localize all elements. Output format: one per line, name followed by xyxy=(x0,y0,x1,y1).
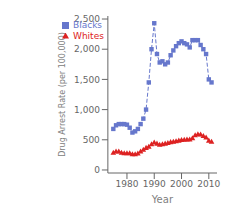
svg-text:2,500: 2,500 xyxy=(74,14,100,24)
svg-text:2010: 2010 xyxy=(197,179,220,189)
svg-text:1990: 1990 xyxy=(143,179,166,189)
svg-text:2000: 2000 xyxy=(170,179,193,189)
svg-text:Year: Year xyxy=(151,194,174,205)
svg-text:0: 0 xyxy=(94,165,100,175)
svg-text:1,000: 1,000 xyxy=(74,105,100,115)
svg-text:1980: 1980 xyxy=(116,179,139,189)
svg-text:1,500: 1,500 xyxy=(74,75,100,85)
svg-text:Drug Arrest Rate (per 100,000): Drug Arrest Rate (per 100,000) xyxy=(58,32,67,157)
svg-text:500: 500 xyxy=(83,135,100,145)
svg-text:2,000: 2,000 xyxy=(74,44,100,54)
